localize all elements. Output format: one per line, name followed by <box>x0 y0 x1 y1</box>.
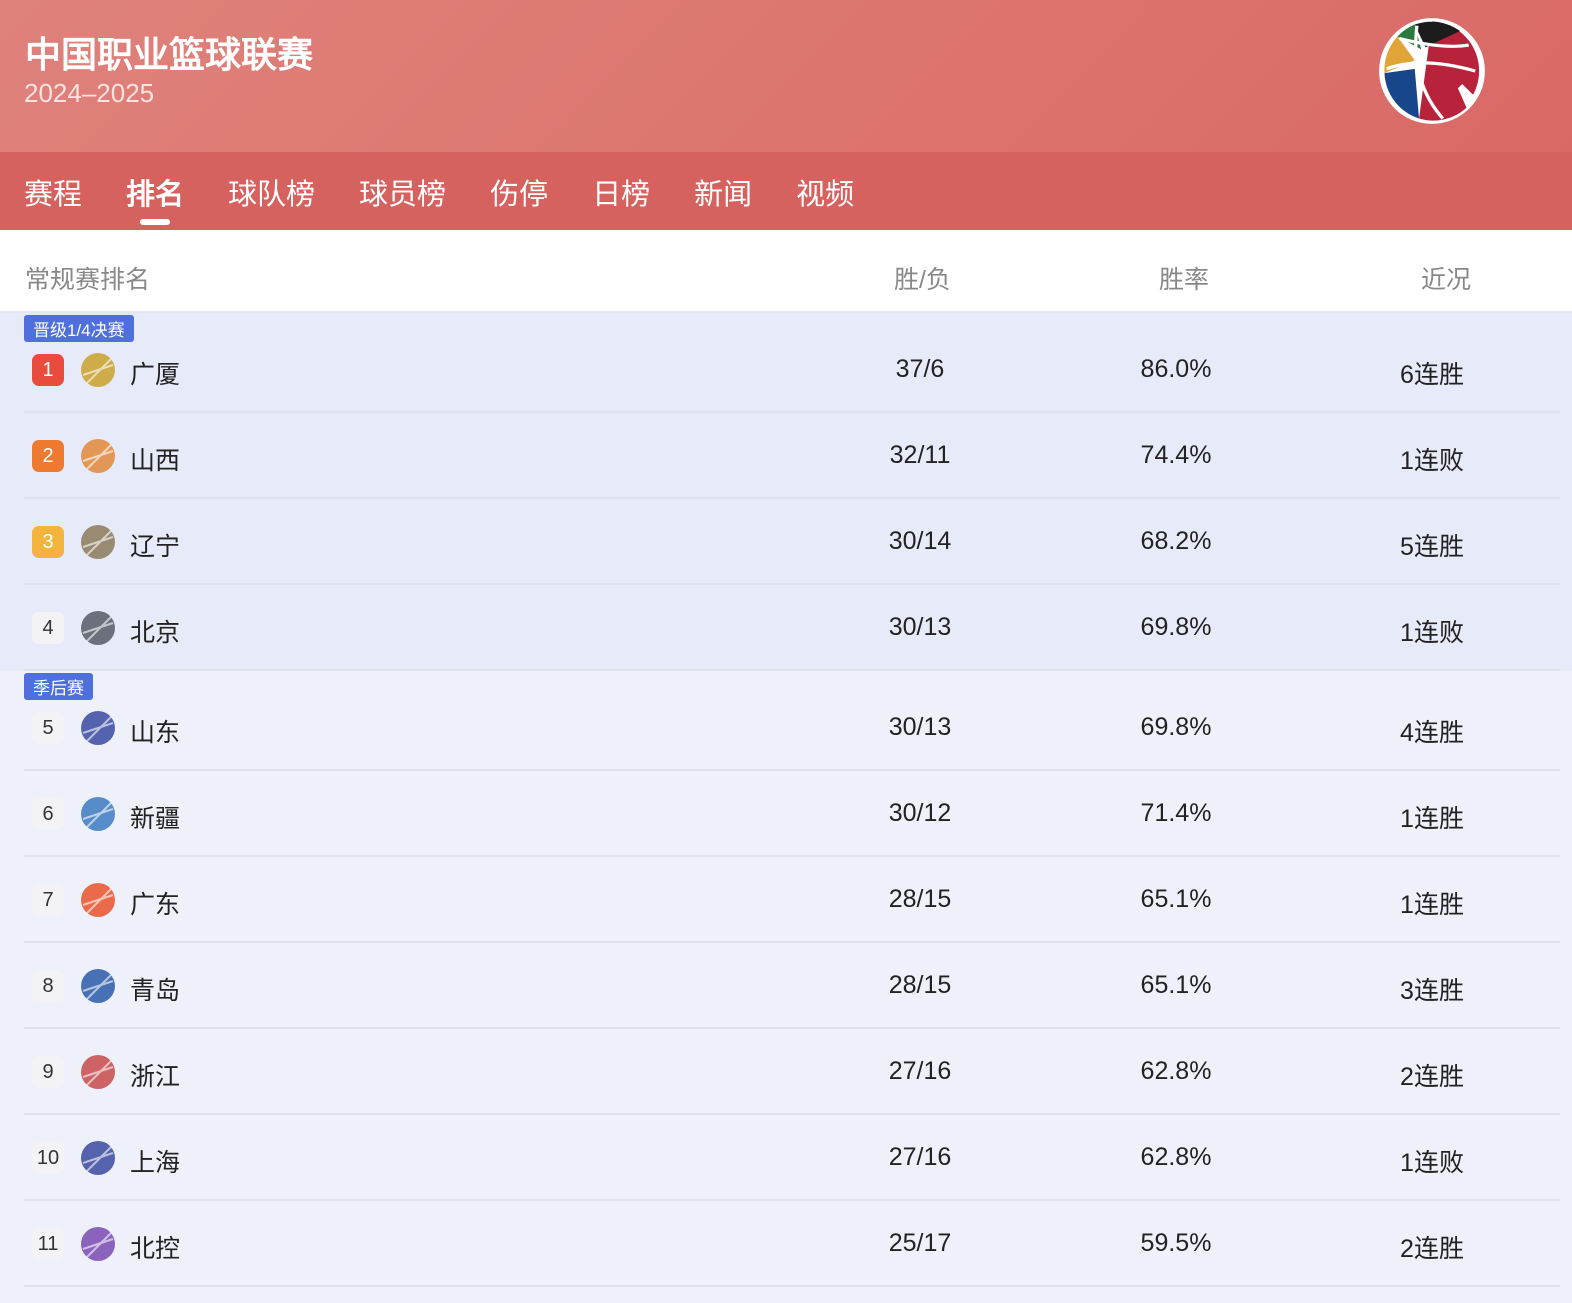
rank-badge: 3 <box>32 526 64 558</box>
tab-1[interactable]: 排名 <box>126 152 184 230</box>
rank-badge: 11 <box>32 1228 64 1260</box>
table-title: 常规赛排名 <box>25 266 151 294</box>
recent-streak: 1连胜 <box>1400 805 1464 833</box>
recent-streak: 1连败 <box>1400 619 1464 647</box>
rank-badge: 7 <box>32 884 64 916</box>
win-loss: 30/13 <box>888 613 952 641</box>
win-pct: 69.8% <box>1140 613 1212 641</box>
rank-badge: 9 <box>32 1056 64 1088</box>
team-name[interactable]: 上海 <box>130 1149 181 1177</box>
win-loss: 27/16 <box>888 1057 952 1085</box>
win-pct: 74.4% <box>1140 441 1212 469</box>
team-logo-icon <box>81 439 115 473</box>
win-pct: 69.8% <box>1140 713 1212 741</box>
tab-0[interactable]: 赛程 <box>24 179 83 211</box>
win-loss: 30/12 <box>888 799 952 827</box>
win-pct: 62.8% <box>1140 1143 1212 1171</box>
win-loss: 28/15 <box>888 971 952 999</box>
standings-group: 季后赛 5 山东 30/13 69.8% 4连胜 6 新疆 30/12 71.4% … <box>0 671 1572 1287</box>
win-loss: 30/13 <box>888 713 952 741</box>
win-pct: 68.2% <box>1140 527 1212 555</box>
recent-streak: 1连败 <box>1400 447 1464 475</box>
team-name[interactable]: 广东 <box>130 891 181 919</box>
team-name[interactable]: 浙江 <box>130 1063 181 1091</box>
table-row[interactable]: 8 青岛 28/15 65.1% 3连胜 <box>0 943 1572 1029</box>
win-loss: 25/17 <box>888 1229 952 1257</box>
team-name[interactable]: 新疆 <box>130 805 181 833</box>
recent-streak: 6连胜 <box>1400 361 1464 389</box>
table-row[interactable]: 7 广东 28/15 65.1% 1连胜 <box>0 857 1572 943</box>
rank-badge: 10 <box>32 1142 64 1174</box>
win-loss: 28/15 <box>888 885 952 913</box>
team-logo-icon <box>81 1141 115 1175</box>
table-row[interactable]: 3 辽宁 30/14 68.2% 5连胜 <box>0 499 1572 585</box>
recent-streak: 1连胜 <box>1400 891 1464 919</box>
team-logo-icon <box>81 611 115 645</box>
table-row[interactable]: 6 新疆 30/12 71.4% 1连胜 <box>0 771 1572 857</box>
rank-badge: 4 <box>32 612 64 644</box>
win-loss: 27/16 <box>888 1143 952 1171</box>
table-header: 常规赛排名 胜/负 胜率 近况 <box>0 230 1572 313</box>
recent-streak: 4连胜 <box>1400 719 1464 747</box>
season-label: 2024–2025 <box>24 78 155 108</box>
team-name[interactable]: 北控 <box>130 1235 181 1263</box>
table-row[interactable]: 1 广厦 37/6 86.0% 6连胜 <box>0 313 1572 413</box>
team-name[interactable]: 山东 <box>130 719 181 747</box>
team-logo-icon <box>81 797 115 831</box>
win-pct: 86.0% <box>1140 355 1212 383</box>
team-name[interactable]: 辽宁 <box>130 533 181 561</box>
team-logo-icon <box>81 1055 115 1089</box>
table-row[interactable]: 9 浙江 27/16 62.8% 2连胜 <box>0 1029 1572 1115</box>
win-loss: 37/6 <box>895 355 945 383</box>
win-pct: 65.1% <box>1140 971 1212 999</box>
table-row[interactable]: 11 北控 25/17 59.5% 2连胜 <box>0 1201 1572 1287</box>
group-badge: 季后赛 <box>24 673 93 700</box>
rank-badge: 1 <box>32 354 64 386</box>
cba-logo-icon <box>1379 18 1485 124</box>
tab-3[interactable]: 球员榜 <box>359 179 447 211</box>
team-logo-icon <box>81 353 115 387</box>
recent-streak: 3连胜 <box>1400 977 1464 1005</box>
team-logo-icon <box>81 711 115 745</box>
recent-streak: 1连败 <box>1400 1149 1464 1177</box>
team-name[interactable]: 广厦 <box>130 361 181 389</box>
group-badge: 晋级1/4决赛 <box>24 315 134 342</box>
team-name[interactable]: 北京 <box>130 619 181 647</box>
recent-streak: 2连胜 <box>1400 1235 1464 1263</box>
standings-group: 晋级1/4决赛 1 广厦 37/6 86.0% 6连胜 2 山西 32/11 74.… <box>0 313 1572 671</box>
team-name[interactable]: 山西 <box>130 447 181 475</box>
team-name[interactable]: 青岛 <box>130 977 181 1005</box>
team-logo-icon <box>81 525 115 559</box>
win-pct: 62.8% <box>1140 1057 1212 1085</box>
table-row[interactable]: 4 北京 30/13 69.8% 1连败 <box>0 585 1572 671</box>
tab-7[interactable]: 视频 <box>796 179 855 211</box>
table-row[interactable]: 10 上海 27/16 62.8% 1连败 <box>0 1115 1572 1201</box>
tab-2[interactable]: 球队榜 <box>228 179 316 211</box>
rank-badge: 8 <box>32 970 64 1002</box>
tab-4[interactable]: 伤停 <box>490 179 549 211</box>
recent-streak: 5连胜 <box>1400 533 1464 561</box>
tab-5[interactable]: 日榜 <box>592 179 651 211</box>
win-pct: 65.1% <box>1140 885 1212 913</box>
table-row[interactable]: 5 山东 30/13 69.8% 4连胜 <box>0 671 1572 771</box>
win-loss: 30/14 <box>888 527 952 555</box>
recent-streak: 2连胜 <box>1400 1063 1464 1091</box>
rank-badge: 2 <box>32 440 64 472</box>
header: 中国职业篮球联赛 2024–2025 <box>0 0 1572 152</box>
team-logo-icon <box>81 969 115 1003</box>
tab-6[interactable]: 新闻 <box>694 179 753 211</box>
nav-tabs: 赛程 排名 球队榜 球员榜 伤停 日榜 新闻 视频 <box>0 152 1572 230</box>
team-logo-icon <box>81 883 115 917</box>
col-recent: 近况 <box>1421 266 1472 294</box>
win-pct: 59.5% <box>1140 1229 1212 1257</box>
col-wl: 胜/负 <box>894 266 951 294</box>
col-pct: 胜率 <box>1159 266 1210 294</box>
table-row[interactable]: 2 山西 32/11 74.4% 1连败 <box>0 413 1572 499</box>
rank-badge: 6 <box>32 798 64 830</box>
win-loss: 32/11 <box>889 441 951 469</box>
team-logo-icon <box>81 1227 115 1261</box>
league-title: 中国职业篮球联赛 <box>25 34 314 75</box>
win-pct: 71.4% <box>1140 799 1212 827</box>
rank-badge: 5 <box>32 712 64 744</box>
